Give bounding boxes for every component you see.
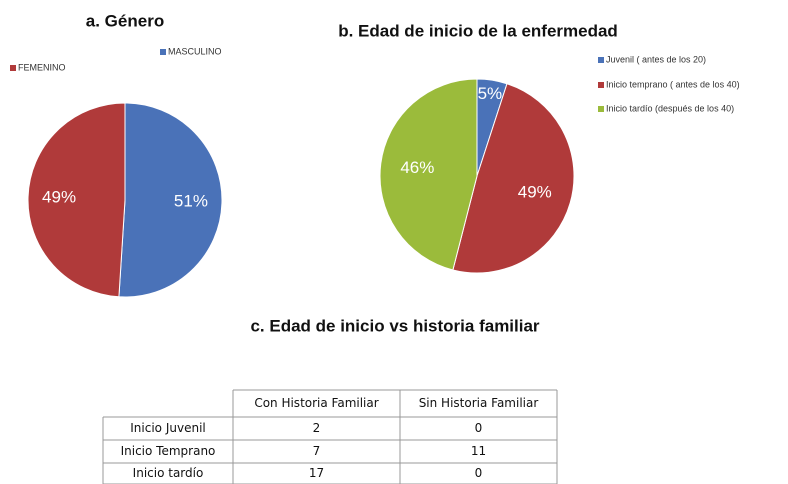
table-title: c. Edad de inicio vs historia familiar <box>250 316 539 335</box>
legend-label: MASCULINO <box>168 46 222 56</box>
table-cell: 2 <box>313 421 321 435</box>
chart-title: a. Género <box>86 11 164 30</box>
legend-label: Inicio tardío (después de los 40) <box>606 103 734 113</box>
data-label: 49% <box>42 187 76 206</box>
pie-slice <box>379 78 478 271</box>
chart-title: b. Edad de inicio de la enfermedad <box>338 21 618 40</box>
legend-swatch <box>598 57 604 63</box>
data-label: 49% <box>518 182 552 201</box>
table-cell: 17 <box>309 466 324 480</box>
legend-swatch <box>598 82 604 88</box>
row-label: Inicio Temprano <box>121 444 216 458</box>
data-label: 51% <box>174 192 208 211</box>
row-label: Inicio Juvenil <box>130 421 205 435</box>
pie-slice <box>27 102 126 298</box>
table-cell: 7 <box>313 444 321 458</box>
row-label: Inicio tardío <box>133 466 204 480</box>
column-header: Sin Historia Familiar <box>419 396 539 410</box>
column-header: Con Historia Familiar <box>254 396 378 410</box>
pie-slice <box>452 83 575 274</box>
legend-swatch <box>598 106 604 112</box>
legend-label: Juvenil ( antes de los 20) <box>606 54 706 64</box>
legend-label: Inicio temprano ( antes de los 40) <box>606 79 740 89</box>
table-cell: 0 <box>475 421 483 435</box>
legend-swatch <box>160 49 166 55</box>
legend-label: FEMENINO <box>18 62 66 72</box>
data-label: 5% <box>478 84 503 103</box>
table-cell: 11 <box>471 444 486 458</box>
legend-swatch <box>10 65 16 71</box>
table-cell: 0 <box>475 466 483 480</box>
data-label: 46% <box>400 158 434 177</box>
pie-slice <box>118 102 223 298</box>
